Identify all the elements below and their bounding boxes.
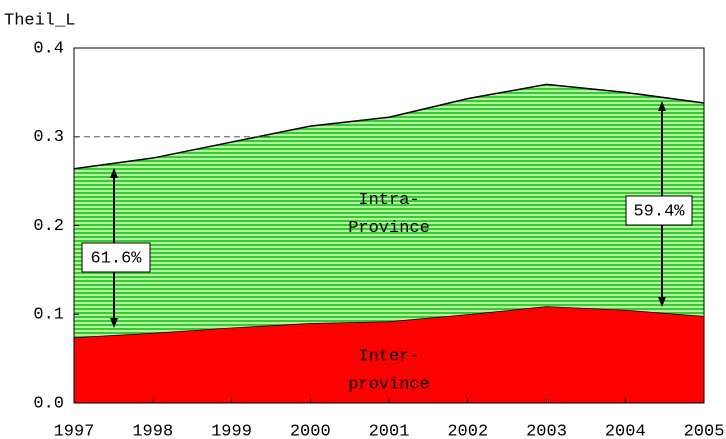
arrow-head (110, 168, 118, 178)
arrow-head (658, 297, 666, 307)
y-tick-label: 0.3 (33, 128, 64, 147)
y-tick-label: 0.0 (33, 394, 64, 413)
area (74, 84, 704, 338)
x-tick-label: 1997 (54, 422, 95, 439)
x-tick-label: 2001 (369, 422, 410, 439)
annotation: 61.6% (90, 249, 142, 268)
series-label: Inter- (358, 348, 419, 367)
annotation: 59.4% (633, 202, 685, 221)
series-label: province (348, 376, 430, 395)
x-tick-label: 2003 (526, 422, 567, 439)
arrow-head (110, 318, 118, 328)
x-tick-label: 1999 (211, 422, 252, 439)
area (74, 306, 704, 403)
annotation-box (625, 195, 693, 226)
area-edge (73, 83, 705, 170)
y-tick-label: 0.2 (33, 217, 64, 236)
arrow-head (658, 101, 666, 111)
y-tick-label: 0.4 (33, 39, 64, 58)
x-tick-label: 1998 (132, 422, 173, 439)
y-tick-label: 0.1 (33, 306, 64, 325)
x-tick-label: 2005 (684, 422, 725, 439)
x-tick-label: 2004 (605, 422, 646, 439)
x-tick-label: 2000 (290, 422, 331, 439)
series-label: Intra- (358, 191, 419, 210)
x-tick-label: 2002 (447, 422, 488, 439)
axis-label: Theil_L (4, 11, 75, 30)
annotation-box (81, 242, 151, 273)
series-label: Province (348, 219, 430, 238)
